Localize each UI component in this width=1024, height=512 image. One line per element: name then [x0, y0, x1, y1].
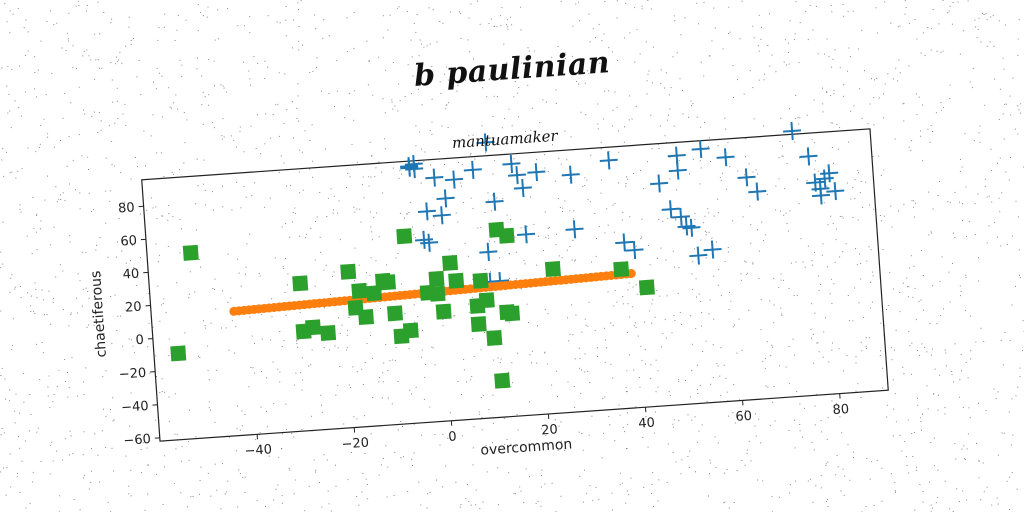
square-point [478, 292, 495, 309]
plus-point [436, 189, 455, 208]
plus-point [513, 178, 532, 198]
x-axis-label: overcommon [480, 436, 573, 458]
plus-point [615, 233, 634, 252]
plus-point [485, 192, 504, 211]
square-point [470, 316, 487, 333]
square-point [638, 279, 655, 296]
x-tick-label: 60 [735, 409, 753, 425]
plus-point [737, 168, 756, 187]
plus-point [561, 165, 580, 184]
plus-point [476, 133, 495, 152]
chart-marks [170, 121, 845, 389]
x-tick-label: −40 [244, 442, 272, 459]
square-point [305, 319, 322, 336]
plus-point [508, 166, 527, 185]
plus-point [826, 182, 845, 201]
square-point [613, 261, 630, 278]
x-tick-label: 40 [638, 416, 656, 432]
square-point [544, 261, 561, 278]
square-point [366, 285, 383, 302]
y-tick-label: 60 [120, 233, 138, 249]
x-tick-label: 0 [448, 429, 457, 445]
plus-point [661, 200, 680, 219]
square-point [494, 372, 511, 389]
square-point [498, 227, 515, 244]
square-point [428, 270, 445, 287]
square-point [504, 305, 521, 322]
square-point [429, 285, 446, 302]
y-tick-label: 80 [118, 200, 136, 216]
plus-point [650, 174, 669, 193]
series-0 [400, 121, 845, 291]
plus-point [716, 148, 735, 167]
plus-point [479, 242, 498, 262]
square-point [320, 324, 337, 341]
plus-point [417, 202, 436, 221]
plus-point [783, 121, 802, 141]
plus-point [815, 169, 834, 188]
y-tick-label: 20 [125, 300, 143, 316]
plus-point [405, 159, 424, 179]
square-point [486, 329, 503, 346]
plus-point [517, 225, 536, 244]
square-point [396, 228, 413, 245]
square-point [402, 322, 419, 339]
plus-point [565, 220, 584, 239]
plus-point [502, 154, 521, 173]
axes-frame [141, 128, 889, 442]
plus-point [668, 161, 687, 180]
plus-point [414, 230, 434, 249]
x-axis-ticks: −40 −20 0 20 40 60 80 [244, 393, 850, 459]
y-axis-label: chaetiferous [88, 270, 110, 358]
y-tick-label: 40 [122, 267, 140, 283]
square-point [351, 282, 368, 299]
plus-point [463, 160, 482, 179]
square-point [357, 309, 375, 326]
series-2 [170, 221, 655, 389]
chart-title: mantuamaker [451, 127, 559, 152]
y-axis-ticks: −60 −40 −20 0 20 40 60 80 [118, 200, 160, 449]
plus-point [682, 218, 701, 237]
plus-point [677, 217, 696, 236]
y-tick-label: −60 [123, 432, 151, 449]
square-point [182, 244, 199, 261]
x-tick-label: 80 [832, 402, 850, 418]
plus-point [432, 206, 451, 225]
plus-point [671, 207, 691, 226]
square-point [387, 305, 404, 322]
plus-point [420, 233, 439, 252]
square-point [435, 303, 452, 320]
plus-point [799, 147, 818, 166]
plus-point [691, 139, 710, 159]
plus-point [425, 168, 444, 187]
plus-point [625, 240, 644, 260]
square-point [292, 275, 309, 292]
plus-point [703, 240, 722, 259]
plus-point [820, 164, 839, 183]
plus-point [689, 246, 708, 265]
square-point [170, 345, 187, 362]
plus-point [444, 170, 464, 189]
square-point [374, 272, 391, 289]
y-tick-label: −20 [118, 366, 146, 383]
square-point [448, 272, 465, 289]
plus-point [527, 163, 546, 182]
plus-point [811, 186, 831, 205]
plus-point [748, 182, 767, 201]
plot-area: −40 −20 0 20 40 60 80 −60 −40 −20 0 20 40 60 80 mantu… [88, 121, 889, 459]
x-tick-label: −20 [341, 436, 369, 453]
plus-point [400, 158, 419, 177]
square-point [340, 263, 357, 280]
y-tick-label: 0 [135, 333, 144, 349]
plus-point [599, 151, 618, 170]
y-tick-label: −40 [121, 399, 149, 416]
square-point [472, 272, 489, 289]
x-tick-label: 20 [541, 422, 559, 438]
square-point [442, 254, 459, 271]
